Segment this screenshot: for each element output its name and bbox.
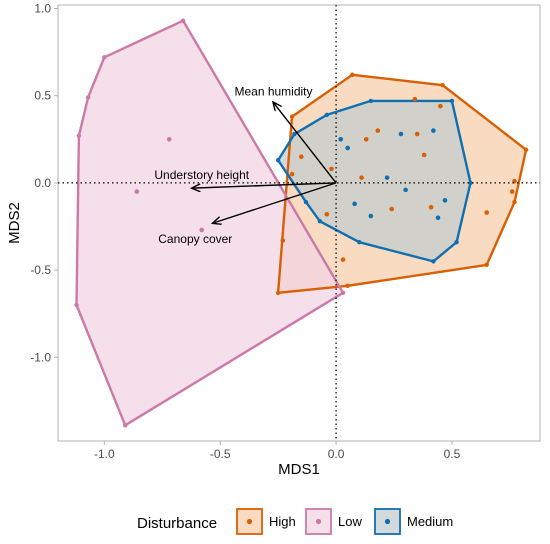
legend-key-dot-low xyxy=(315,518,322,525)
legend-label-high: High xyxy=(269,514,296,529)
vector-arrow-mean-humidity xyxy=(274,103,337,184)
point-high-1 xyxy=(280,238,286,243)
point-high-4 xyxy=(340,257,346,262)
point-medium-2 xyxy=(352,201,357,207)
legend-key-dot-medium xyxy=(384,518,391,525)
legend-title: Disturbance xyxy=(137,515,217,532)
point-medium-3 xyxy=(368,213,374,219)
hull-vertex-high-0 xyxy=(275,290,281,295)
point-high-0 xyxy=(289,171,295,177)
point-high-16 xyxy=(299,154,304,160)
hull-vertex-low-3 xyxy=(85,95,91,100)
point-medium-7 xyxy=(431,128,436,133)
legend: Disturbance High Low Medium xyxy=(137,508,453,535)
hull-vertex-high-3 xyxy=(440,83,445,88)
hull-vertex-high-2 xyxy=(350,72,355,77)
point-high-6 xyxy=(363,136,369,142)
hull-fill-low xyxy=(76,20,343,426)
point-medium-8 xyxy=(435,215,441,221)
vector-label-understory-height: Understory height xyxy=(154,168,249,182)
hull-vertex-medium-0 xyxy=(275,158,281,163)
point-high-11 xyxy=(428,205,434,210)
legend-label-low: Low xyxy=(338,514,362,529)
legend-key-dot-high xyxy=(246,518,253,525)
y-tick-label-1: -0.5 xyxy=(30,263,51,277)
x-axis-title: MDS1 xyxy=(278,461,320,478)
point-high-17 xyxy=(375,128,381,133)
hull-vertex-medium-1 xyxy=(292,131,297,137)
hull-vertex-low-1 xyxy=(74,302,79,308)
x-tick-label-3: 0.5 xyxy=(444,447,461,461)
x-tick-label-0: -1.0 xyxy=(94,447,115,461)
point-high-3 xyxy=(324,211,330,217)
point-high-10 xyxy=(421,152,427,158)
point-medium-5 xyxy=(398,131,404,137)
hull-vertex-medium-6 xyxy=(454,239,459,245)
point-high-9 xyxy=(414,131,420,137)
x-tick-label-1: -0.5 xyxy=(210,447,231,461)
hull-vertex-medium-3 xyxy=(368,98,374,104)
x-tick-label-2: 0.0 xyxy=(328,447,345,461)
hull-vertex-low-0 xyxy=(123,423,128,428)
hull-vertex-medium-8 xyxy=(357,239,362,245)
hull-outline-medium xyxy=(276,99,472,263)
y-tick-label-4: 1.0 xyxy=(34,1,51,15)
axes: -1.0 -0.5 0.0 0.5 -1.0 -0.5 0.0 0.5 1.0 MDS1 MDS2 xyxy=(6,1,461,478)
y-tick-label-2: 0.0 xyxy=(34,176,51,190)
point-medium-1 xyxy=(345,145,350,151)
hull-vertex-high-1 xyxy=(289,114,295,119)
hull-fill-medium xyxy=(278,100,471,262)
point-high-12 xyxy=(438,103,443,109)
hull-vertex-high-4 xyxy=(523,147,529,152)
point-medium-6 xyxy=(403,187,408,193)
point-high-13 xyxy=(484,210,490,215)
vector-label-canopy-cover: Canopy cover xyxy=(158,232,232,246)
hull-vertex-high-7 xyxy=(345,283,350,288)
point-low-1 xyxy=(134,189,140,194)
y-axis-title: MDS2 xyxy=(6,202,23,244)
hull-vertex-low-6 xyxy=(340,290,346,295)
point-high-7 xyxy=(389,206,394,212)
plot-area: Mean humidity Understory height Canopy cov… xyxy=(57,4,541,442)
legend-label-medium: Medium xyxy=(407,514,453,529)
point-medium-9 xyxy=(442,198,448,203)
point-high-8 xyxy=(412,96,418,102)
y-tick-label-0: -1.0 xyxy=(30,350,51,364)
hull-vertex-medium-2 xyxy=(324,112,330,118)
hull-vertex-high-6 xyxy=(484,262,489,268)
point-high-5 xyxy=(359,175,364,180)
hull-vertex-medium-10 xyxy=(303,199,309,205)
y-tick-label-3: 0.5 xyxy=(34,89,51,103)
point-high-2 xyxy=(329,166,334,172)
hull-vertex-medium-4 xyxy=(449,98,455,104)
point-low-2 xyxy=(199,227,204,233)
hull-vertex-medium-5 xyxy=(468,180,473,186)
hull-vertex-low-4 xyxy=(102,55,107,60)
point-high-15 xyxy=(509,189,515,194)
hull-vertex-medium-9 xyxy=(317,219,323,224)
hull-vertex-high-5 xyxy=(512,199,517,205)
vector-arrow-canopy-cover xyxy=(213,182,337,223)
point-medium-4 xyxy=(384,175,390,180)
hull-vertex-low-2 xyxy=(76,133,82,138)
hull-vertex-low-5 xyxy=(180,18,186,23)
point-low-0 xyxy=(166,136,172,142)
hull-outline-low xyxy=(75,19,345,427)
vector-label-mean-humidity: Mean humidity xyxy=(234,85,312,99)
hull-vertex-medium-7 xyxy=(431,259,436,264)
point-medium-0 xyxy=(338,136,344,142)
vector-arrow-understory-height xyxy=(192,182,337,188)
